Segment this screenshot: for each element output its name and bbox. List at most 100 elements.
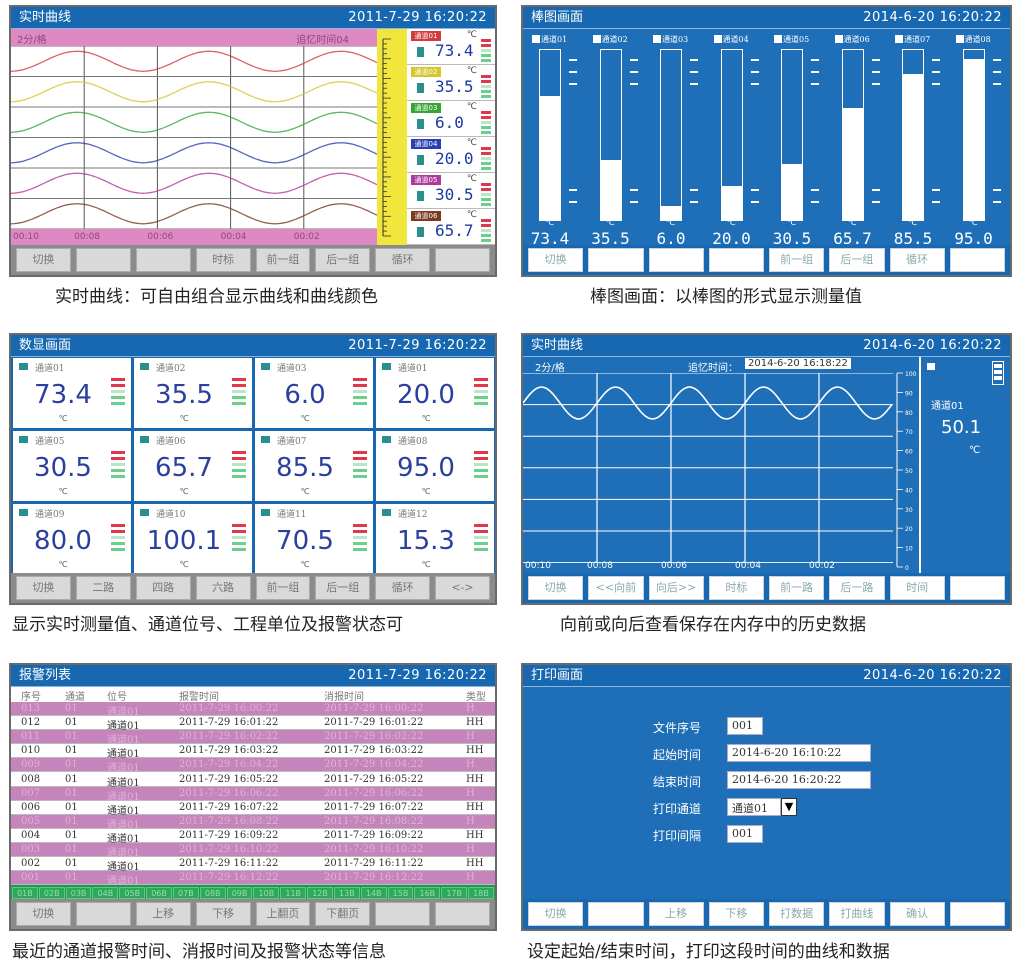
button-6[interactable]: 后一组	[315, 248, 371, 272]
channel-readout[interactable]: 通道06 ℃ 65.7	[407, 209, 495, 245]
channel-readout[interactable]: 通道03 ℃ 6.0	[407, 101, 495, 137]
button-1[interactable]: 切换	[16, 902, 71, 926]
button-2[interactable]: 二路	[75, 576, 131, 600]
form-field[interactable]: 通道01	[727, 798, 781, 816]
table-row[interactable]: 003 01 通道01 2011-7-29 16:10:22 2011-7-29 16:…	[11, 843, 495, 859]
channel-cell[interactable]: 通道05 30.5 ℃	[13, 431, 131, 501]
chevron-down-icon[interactable]: ▼	[781, 798, 797, 816]
form-label: 起始时间	[653, 748, 702, 762]
table-row[interactable]: 008 01 通道01 2011-7-29 16:05:22 2011-7-29 16:…	[11, 772, 495, 789]
table-row[interactable]: 009 01 通道01 2011-7-29 16:04:22 2011-7-29 16:…	[11, 758, 495, 774]
button-7[interactable]: 确认	[889, 902, 945, 926]
table-row[interactable]: 013 01 通道01 2011-7-29 16:00:22 2011-7-29 16:…	[11, 702, 495, 718]
button-5[interactable]: 前一组	[255, 576, 311, 600]
channel-cell[interactable]: 通道10 100.1 ℃	[134, 504, 252, 574]
channel-cell[interactable]: 通道11 70.5 ℃	[255, 504, 373, 574]
button-3[interactable]: 四路	[135, 576, 191, 600]
button-3[interactable]	[135, 248, 191, 272]
button-5[interactable]: 打数据	[769, 902, 825, 926]
channel-readout[interactable]: 通道05 ℃ 30.5	[407, 173, 495, 209]
button-1[interactable]: 切换	[528, 902, 584, 926]
button-2[interactable]: <<向前	[588, 576, 644, 600]
button-6[interactable]: 打曲线	[829, 902, 885, 926]
button-5[interactable]: 前一组	[255, 248, 311, 272]
title-bar: 打印画面 2014-6-20 16:20:22	[523, 665, 1010, 687]
form-field[interactable]: 001	[727, 825, 763, 843]
table-row[interactable]: 001 01 通道01 2011-7-29 16:12:22 2011-7-29 16:…	[11, 871, 495, 887]
button-6[interactable]: 后一组	[829, 248, 885, 272]
bar-6	[841, 49, 864, 221]
button-8[interactable]	[949, 576, 1005, 600]
button-3[interactable]: 上移	[648, 902, 704, 926]
alarm-level-icon	[474, 378, 488, 408]
button-4[interactable]: 六路	[195, 576, 251, 600]
button-5[interactable]: 上翻页	[255, 902, 311, 926]
button-3[interactable]	[648, 248, 704, 272]
channel-cell[interactable]: 通道01 20.0 ℃	[376, 358, 494, 428]
channel-cell[interactable]: 通道08 95.0 ℃	[376, 431, 494, 501]
button-7[interactable]: 循环	[889, 248, 945, 272]
button-6[interactable]: 下翻页	[315, 902, 371, 926]
table-row[interactable]: 012 01 通道01 2011-7-29 16:01:22 2011-7-29 16:…	[11, 716, 495, 732]
button-6[interactable]: 后一组	[315, 576, 371, 600]
button-1[interactable]: 切换	[16, 576, 71, 600]
button-4[interactable]: 时标	[708, 576, 764, 600]
table-cell: H	[466, 703, 475, 714]
button-5[interactable]: 前一路	[769, 576, 825, 600]
button-8[interactable]	[435, 902, 490, 926]
button-1[interactable]: 切换	[528, 248, 584, 272]
button-2[interactable]	[75, 248, 131, 272]
button-5[interactable]: 前一组	[769, 248, 825, 272]
channel-readout[interactable]: 通道02 ℃ 35.5	[407, 65, 495, 101]
button-7[interactable]: 循环	[375, 576, 431, 600]
table-row[interactable]: 006 01 通道01 2011-7-29 16:07:22 2011-7-29 16:…	[11, 800, 495, 817]
button-4[interactable]: 下移	[195, 902, 251, 926]
button-bar: 切换 时标 前一组 后一组 循环	[11, 245, 495, 275]
channel-cell[interactable]: 通道03 6.0 ℃	[255, 358, 373, 428]
table-row[interactable]: 010 01 通道01 2011-7-29 16:03:22 2011-7-29 16:…	[11, 744, 495, 760]
button-3[interactable]: 上移	[135, 902, 191, 926]
button-8[interactable]	[949, 902, 1005, 926]
button-1[interactable]: 切换	[16, 248, 71, 272]
channel-cell[interactable]: 通道12 15.3 ℃	[376, 504, 494, 574]
channel-cell[interactable]: 通道07 85.5 ℃	[255, 431, 373, 501]
button-7[interactable]: 时间	[889, 576, 945, 600]
channel-readout[interactable]: 通道04 ℃ 20.0	[407, 137, 495, 173]
table-cell: 通道01	[107, 833, 140, 845]
channel-readout[interactable]: 通道01 ℃ 73.4	[407, 29, 495, 65]
button-8[interactable]	[949, 248, 1005, 272]
button-1[interactable]: 切换	[528, 576, 584, 600]
button-4[interactable]	[708, 248, 764, 272]
table-row[interactable]: 007 01 通道01 2011-7-29 16:06:22 2011-7-29 16:…	[11, 786, 495, 803]
screen-title: 报警列表	[19, 668, 72, 683]
table-cell: HH	[466, 829, 484, 841]
channel-cell[interactable]: 通道09 80.0 ℃	[13, 504, 131, 574]
form-field[interactable]: 001	[727, 717, 763, 735]
channel-name: 通道09	[35, 510, 65, 520]
button-4[interactable]: 下移	[708, 902, 764, 926]
table-row[interactable]: 002 01 通道01 2011-7-29 16:11:22 2011-7-29 16:…	[11, 857, 495, 873]
button-8[interactable]	[435, 248, 490, 272]
datetime: 2011-7-29 16:20:22	[348, 10, 487, 25]
button-8[interactable]: <->	[435, 576, 490, 600]
button-7[interactable]: 循环	[375, 248, 431, 272]
curve-series-4	[11, 142, 377, 164]
button-7[interactable]	[375, 902, 431, 926]
alarm-marker	[811, 189, 819, 191]
button-2[interactable]	[588, 248, 644, 272]
channel-cell[interactable]: 通道06 65.7 ℃	[134, 431, 252, 501]
button-4[interactable]: 时标	[195, 248, 251, 272]
table-row[interactable]: 004 01 通道01 2011-7-29 16:09:22 2011-7-29 16:…	[11, 828, 495, 845]
button-6[interactable]: 后一路	[829, 576, 885, 600]
recall-time-field[interactable]: 2014-6-20 16:18:22	[745, 358, 851, 369]
table-row[interactable]: 011 01 通道01 2011-7-29 16:02:22 2011-7-29 16:…	[11, 730, 495, 746]
channel-cell[interactable]: 通道01 73.4 ℃	[13, 358, 131, 428]
button-2[interactable]	[588, 902, 644, 926]
form-field[interactable]: 2014-6-20 16:20:22	[727, 771, 871, 789]
button-2[interactable]	[75, 902, 131, 926]
form-field[interactable]: 2014-6-20 16:10:22	[727, 744, 871, 762]
table-cell: 01	[65, 829, 78, 841]
table-row[interactable]: 005 01 通道01 2011-7-29 16:08:22 2011-7-29 16:…	[11, 814, 495, 831]
button-3[interactable]: 向后>>	[648, 576, 704, 600]
channel-cell[interactable]: 通道02 35.5 ℃	[134, 358, 252, 428]
